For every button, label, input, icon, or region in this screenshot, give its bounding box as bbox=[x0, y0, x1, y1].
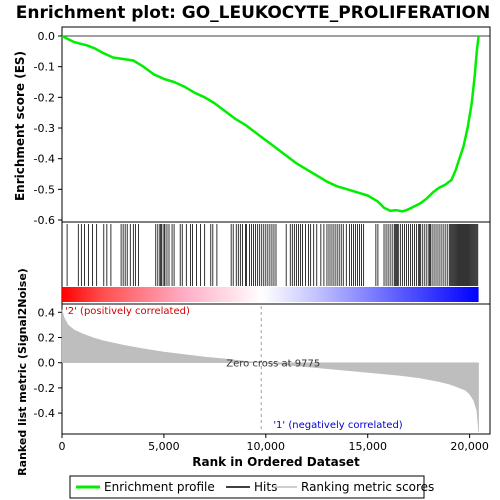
es-ytick-label: -0.4 bbox=[34, 153, 55, 166]
es-ylabel: Enrichment score (ES) bbox=[13, 51, 27, 201]
rank-ytick-label: 0.4 bbox=[38, 306, 56, 319]
rank-ytick-label: -0.2 bbox=[34, 382, 55, 395]
rank-ytick-label: -0.4 bbox=[34, 407, 55, 420]
x-tick-label: 10,000 bbox=[247, 440, 286, 453]
hits-panel bbox=[62, 224, 479, 302]
rank-panel-frame bbox=[61, 303, 491, 435]
rank-ytick-label: 0.0 bbox=[38, 357, 56, 370]
negative-label: '1' (negatively correlated) bbox=[273, 420, 402, 431]
x-tick-label: 0 bbox=[59, 440, 66, 453]
enrichment-profile-line bbox=[61, 34, 480, 213]
rank-ylabel: Ranked list metric (Signal2Noise) bbox=[16, 268, 29, 476]
x-tick-label: 5,000 bbox=[148, 440, 180, 453]
chart-title: Enrichment plot: GO_LEUKOCYTE_PROLIFERAT… bbox=[16, 3, 490, 23]
x-axis: 0 5,000 10,000 15,000 20,000 bbox=[59, 434, 489, 453]
es-panel-frame bbox=[61, 26, 491, 223]
ranking-metric-area bbox=[61, 309, 479, 433]
es-ytick-label: 0.0 bbox=[38, 30, 56, 43]
es-panel: 0.0 -0.1 -0.2 -0.3 -0.4 -0.5 -0.6 bbox=[34, 30, 490, 227]
x-axis-label: Rank in Ordered Dataset bbox=[192, 455, 360, 469]
rank-panel: 0.4 0.2 0.0 -0.2 -0.4 Zero cross at 9775 '2' (… bbox=[34, 306, 479, 433]
es-ytick-label: -0.6 bbox=[34, 214, 55, 227]
x-tick-label: 20,000 bbox=[450, 440, 489, 453]
zero-cross-label: Zero cross at 9775 bbox=[226, 359, 320, 370]
rank-ytick-label: 0.2 bbox=[38, 332, 56, 345]
legend-label-enrichment: Enrichment profile bbox=[104, 480, 215, 494]
es-ytick-label: -0.5 bbox=[34, 183, 55, 196]
es-ytick-label: -0.2 bbox=[34, 91, 55, 104]
legend: Enrichment profile Hits Ranking metric s… bbox=[69, 475, 434, 499]
positive-label: '2' (positively correlated) bbox=[65, 306, 190, 317]
es-ytick-label: -0.3 bbox=[34, 122, 55, 135]
legend-label-ranking: Ranking metric scores bbox=[301, 480, 434, 494]
x-tick-label: 15,000 bbox=[348, 440, 387, 453]
legend-label-hits: Hits bbox=[254, 480, 277, 494]
es-ytick-label: -0.1 bbox=[34, 61, 55, 74]
rank-color-bar bbox=[62, 287, 479, 302]
